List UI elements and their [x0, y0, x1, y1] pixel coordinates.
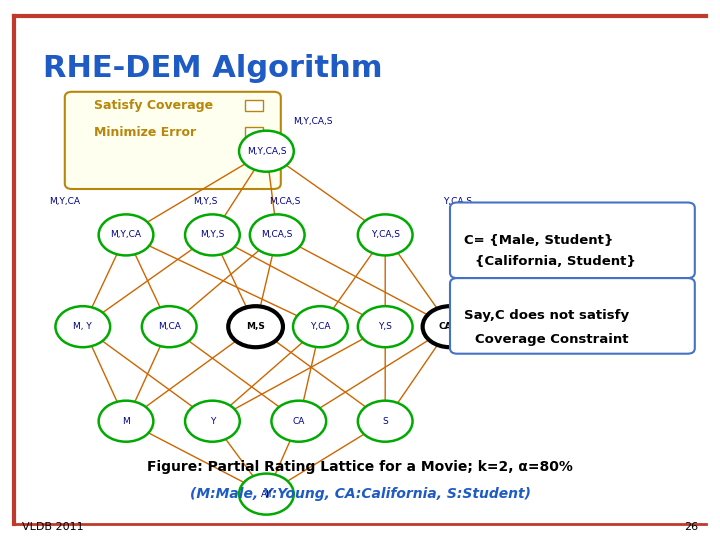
Circle shape: [185, 214, 240, 255]
Circle shape: [228, 306, 283, 347]
Text: S: S: [382, 417, 388, 426]
Circle shape: [99, 214, 153, 255]
FancyBboxPatch shape: [450, 278, 695, 354]
Circle shape: [358, 306, 413, 347]
Text: M: M: [122, 417, 130, 426]
Text: {California, Student}: {California, Student}: [475, 255, 636, 268]
Text: Coverage Constraint: Coverage Constraint: [475, 333, 629, 346]
Circle shape: [271, 401, 326, 442]
Text: 26: 26: [684, 522, 698, 531]
Circle shape: [55, 306, 110, 347]
Text: M,Y,CA,S: M,Y,CA,S: [294, 117, 333, 126]
Text: CA: CA: [292, 417, 305, 426]
FancyBboxPatch shape: [245, 127, 263, 138]
Text: Y,CA,S: Y,CA,S: [443, 197, 472, 206]
Text: M,Y,CA,S: M,Y,CA,S: [247, 147, 286, 156]
Text: M, Y: M, Y: [73, 322, 92, 331]
Text: M,S: M,S: [246, 322, 265, 331]
Text: C= {Male, Student}: C= {Male, Student}: [464, 234, 613, 247]
FancyBboxPatch shape: [450, 202, 695, 278]
Text: M,CA: M,CA: [158, 322, 181, 331]
Circle shape: [423, 306, 477, 347]
FancyBboxPatch shape: [245, 100, 263, 111]
Text: All: All: [261, 490, 272, 498]
Circle shape: [293, 306, 348, 347]
Circle shape: [185, 401, 240, 442]
Text: Say,C does not satisfy: Say,C does not satisfy: [464, 309, 629, 322]
Circle shape: [358, 214, 413, 255]
FancyBboxPatch shape: [65, 92, 281, 189]
Circle shape: [250, 214, 305, 255]
Text: VLDB 2011: VLDB 2011: [22, 522, 84, 531]
Text: Figure: Partial Rating Lattice for a Movie; k=2, α=80%: Figure: Partial Rating Lattice for a Mov…: [147, 460, 573, 474]
Circle shape: [358, 401, 413, 442]
Circle shape: [239, 474, 294, 515]
Text: Satisfy Coverage: Satisfy Coverage: [94, 99, 212, 112]
Text: CA,S: CA,S: [438, 322, 462, 331]
Text: Y: Y: [210, 417, 215, 426]
Text: M,CA,S: M,CA,S: [261, 231, 293, 239]
Text: Y,CA,S: Y,CA,S: [371, 231, 400, 239]
Circle shape: [239, 131, 294, 172]
Text: M,Y,CA: M,Y,CA: [110, 231, 142, 239]
Text: Y,CA: Y,CA: [310, 322, 330, 331]
Text: Minimize Error: Minimize Error: [94, 126, 196, 139]
Text: M,Y,S: M,Y,S: [200, 231, 225, 239]
Text: Y,S: Y,S: [378, 322, 392, 331]
Circle shape: [142, 306, 197, 347]
Text: (M:Male, Y:Young, CA:California, S:Student): (M:Male, Y:Young, CA:California, S:Stude…: [189, 487, 531, 501]
Text: M,Y,S: M,Y,S: [193, 197, 217, 206]
Text: M,Y,CA: M,Y,CA: [49, 197, 81, 206]
Text: M,CA,S: M,CA,S: [269, 197, 300, 206]
Text: RHE-DEM Algorithm: RHE-DEM Algorithm: [43, 54, 383, 83]
Circle shape: [99, 401, 153, 442]
